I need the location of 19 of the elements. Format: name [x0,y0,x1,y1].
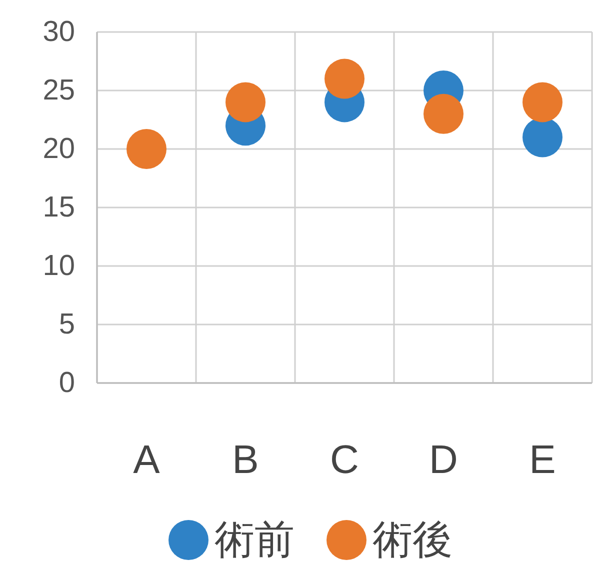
x-tick-label: C [330,438,359,482]
point [126,129,166,169]
x-tick-label: D [429,438,458,482]
x-tick-label: B [232,438,259,482]
y-tick-label: 20 [42,133,75,165]
legend-label: 術前 [214,518,294,562]
y-tick-label: 10 [42,250,75,282]
point [424,94,464,134]
y-tick-label: 30 [42,16,75,48]
y-tick-label: 0 [58,367,75,399]
x-tick-label: A [133,438,160,482]
y-tick-label: 5 [58,308,75,340]
point [226,82,266,122]
point [324,58,364,99]
x-tick-label: E [529,438,556,482]
y-tick-label: 15 [42,192,75,224]
legend-label: 術後 [372,518,452,562]
y-tick-label: 25 [42,74,75,106]
point [522,82,562,122]
